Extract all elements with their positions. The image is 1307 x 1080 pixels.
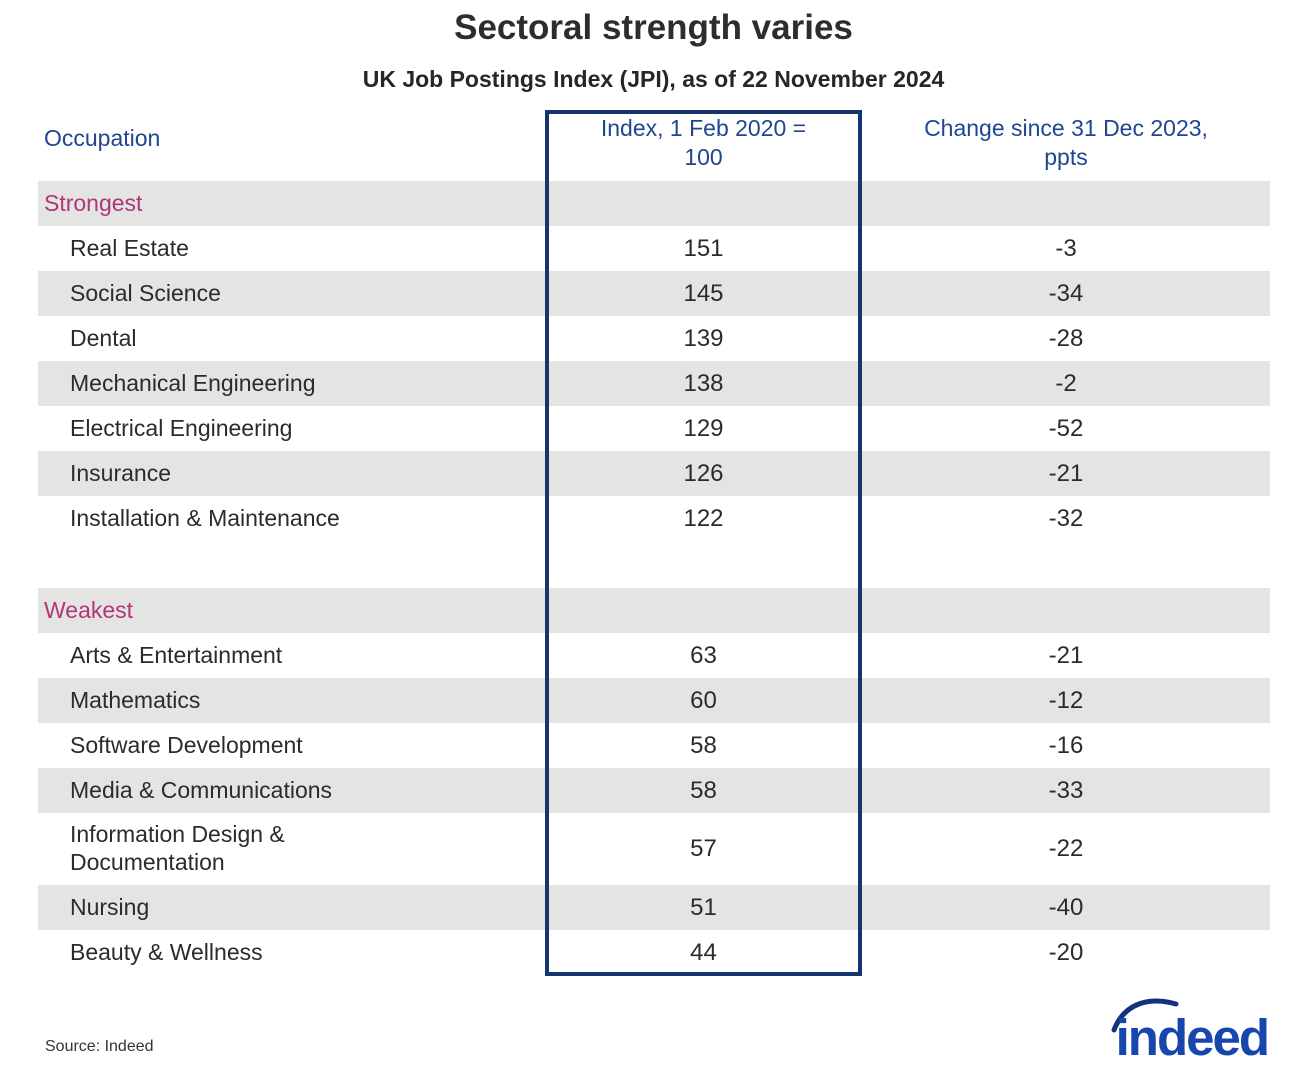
change-cell: -20 [1048,939,1084,966]
change-cell: -28 [1048,324,1084,352]
occupation-cell: Arts & Entertainment [70,641,283,668]
change-cell: -12 [1048,686,1084,714]
column-header-change-line1: Change since 31 Dec 2023, [924,115,1208,141]
table-row: Software Development 58 -16 [38,723,1270,768]
change-cell: -32 [1048,504,1084,532]
change-cell: -22 [1048,835,1084,862]
occupation-cell: Social Science [70,279,221,306]
change-cell: -16 [1048,731,1084,759]
table-row: Media & Communications 58 -33 [38,768,1270,813]
index-cell: 138 [683,369,724,397]
occupation-cell: Real Estate [70,234,189,261]
table-row: Installation & Maintenance 122 -32 [38,496,1270,541]
change-cell: -34 [1048,279,1084,307]
change-cell: -40 [1048,893,1084,921]
occupation-cell: Nursing [70,893,150,920]
table-row: Information Design & Documentation 57 -2… [38,813,1270,885]
occupation-cell: Beauty & Wellness [70,939,263,966]
column-header-change-line2: ppts [1044,143,1088,170]
index-cell: 51 [690,893,717,921]
index-cell: 139 [683,324,724,352]
table-row: Arts & Entertainment 63 -21 [38,633,1270,678]
occupation-cell: Information Design & Documentation [70,821,285,875]
page-title: Sectoral strength varies [454,8,853,47]
column-header-index-line2: 100 [684,143,723,170]
index-cell: 145 [683,279,724,307]
index-cell: 151 [683,234,724,262]
jpi-table: Occupation Index, 1 Feb 2020 = 100 Chang… [38,108,1270,976]
source-note: Source: Indeed [45,1038,154,1055]
column-header-occupation: Occupation [44,125,161,151]
occupation-cell: Electrical Engineering [70,414,293,441]
column-header-index-line1: Index, 1 Feb 2020 = [600,115,807,141]
index-cell: 63 [690,641,717,669]
table-row: Social Science 145 -34 [38,271,1270,316]
table-row: Electrical Engineering 129 -52 [38,406,1270,451]
change-cell: -2 [1055,369,1077,397]
occupation-cell: Media & Communications [70,776,333,803]
occupation-cell: Software Development [70,731,303,758]
section-row-strongest: Strongest [38,181,1270,226]
table-row: Mathematics 60 -12 [38,678,1270,723]
table-row: Beauty & Wellness 44 -20 [38,930,1270,976]
section-label: Weakest [44,597,134,623]
occupation-cell: Mechanical Engineering [70,369,316,396]
column-header-change: Change since 31 Dec 2023, ppts [862,108,1270,172]
index-cell: 126 [683,459,724,487]
occupation-cell: Mathematics [70,686,201,713]
change-cell: -33 [1048,776,1084,804]
section-row-weakest: Weakest [38,588,1270,633]
table-row: Dental 139 -28 [38,316,1270,361]
occupation-cell: Dental [70,324,137,351]
table-row: Insurance 126 -21 [38,451,1270,496]
index-cell: 58 [690,776,717,804]
index-cell: 129 [683,414,724,442]
index-cell: 57 [690,835,717,862]
table-row: Real Estate 151 -3 [38,226,1270,271]
table-header-row: Occupation Index, 1 Feb 2020 = 100 Chang… [38,108,1270,181]
occupation-cell: Insurance [70,459,172,486]
occupation-cell: Installation & Maintenance [70,504,340,531]
section-label: Strongest [44,190,143,216]
index-cell: 122 [683,504,724,532]
column-header-index: Index, 1 Feb 2020 = 100 [545,108,862,172]
table-row: Mechanical Engineering 138 -2 [38,361,1270,406]
indeed-logo: indeed [1111,998,1270,1066]
separator-row [38,541,1270,588]
page-subtitle: UK Job Postings Index (JPI), as of 22 No… [362,66,945,92]
change-cell: -21 [1048,459,1084,487]
change-cell: -21 [1048,641,1084,669]
change-cell: -3 [1055,234,1077,262]
change-cell: -52 [1048,414,1084,442]
index-cell: 60 [690,686,717,714]
table-row: Nursing 51 -40 [38,885,1270,930]
index-cell: 58 [690,731,717,759]
index-cell: 44 [690,939,717,966]
indeed-logo-text: indeed [1115,1009,1270,1066]
